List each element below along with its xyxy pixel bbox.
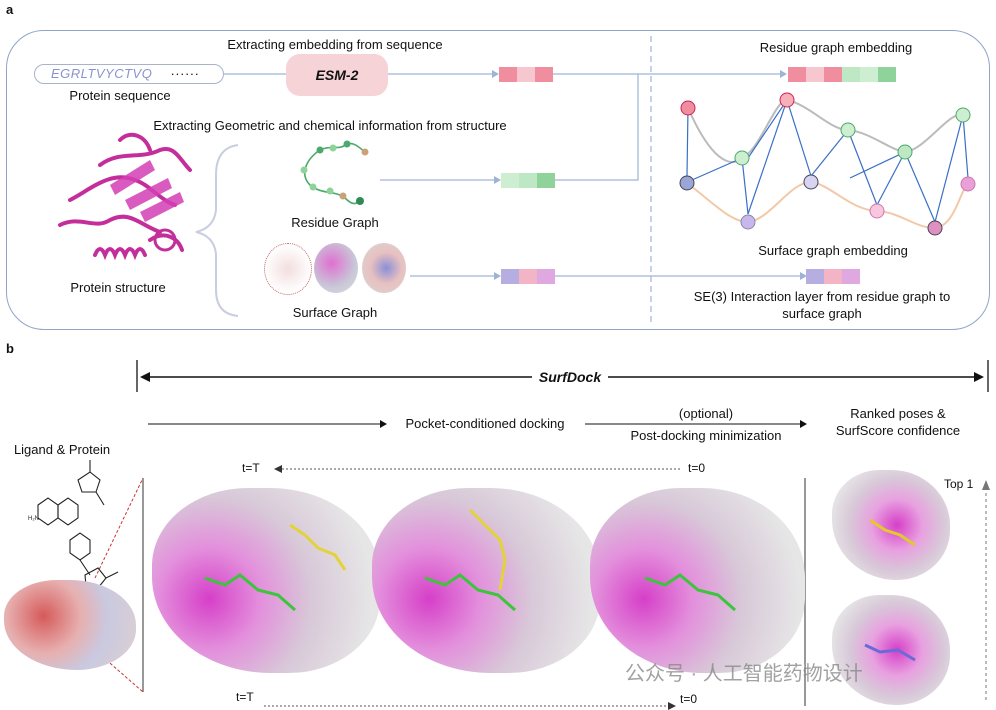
t-T-top: t=T [242,461,260,475]
t-T-bottom: t=T [236,690,254,704]
point-cloud-icon [264,243,312,295]
t-0-top: t=0 [688,461,706,475]
panel-b-letter: b [6,341,14,356]
ligand-protein-label: Ligand & Protein [13,442,111,457]
structure-label: Protein structure [70,280,166,295]
esm-box: ESM-2 [286,54,388,96]
residue-embedding-bar [788,67,896,82]
surfdock-title: SurfDock [538,369,602,385]
se3-label-line2: surface graph [782,306,862,321]
surface-embedding-bar [806,269,860,284]
sequence-label: Protein sequence [69,88,171,103]
pose-snapshot-2 [372,488,600,673]
pose-snapshot-1 [152,488,380,673]
residue-embedding-bar-left [501,173,555,188]
protein-surface-overview [4,580,136,670]
ranked-label-line1: Ranked poses & [850,406,946,421]
seq-embedding-bar [499,67,553,82]
extract-seq-title: Extracting embedding from sequence [227,37,443,52]
watermark: 公众号 · 人工智能药物设计 [625,663,863,685]
panel-a-frame [6,30,990,330]
optional-label: (optional) [678,406,734,421]
ranked-pose-1 [832,470,950,580]
surface-patch-icon [314,243,358,293]
residue-graph-label: Residue Graph [291,215,379,230]
pocket-docking-label: Pocket-conditioned docking [405,416,565,431]
svg-text:H₂N: H₂N [28,516,39,522]
surface-chem-icon [362,243,406,293]
ranked-label-line2: SurfScore confidence [835,423,961,438]
top1-label: Top 1 [944,477,974,491]
post-docking-label: Post-docking minimization [630,428,782,443]
panel-a-letter: a [6,2,14,17]
pose-snapshot-3 [590,488,805,673]
se3-label-line1: SE(3) Interaction layer from residue gra… [693,289,951,304]
surface-embedding-bar-left [501,269,555,284]
surface-graph-label: Surface Graph [292,305,378,320]
surface-embedding-title: Surface graph embedding [758,243,908,258]
sequence-pill: EGRLTVYCTVQ ······ [34,64,224,84]
extract-struct-title: Extracting Geometric and chemical inform… [153,118,507,133]
residue-embedding-title: Residue graph embedding [759,40,913,55]
t-0-bottom: t=0 [680,692,698,706]
sequence-ellipsis: ······ [170,66,200,81]
sequence-text: EGRLTVYCTVQ [51,66,153,81]
